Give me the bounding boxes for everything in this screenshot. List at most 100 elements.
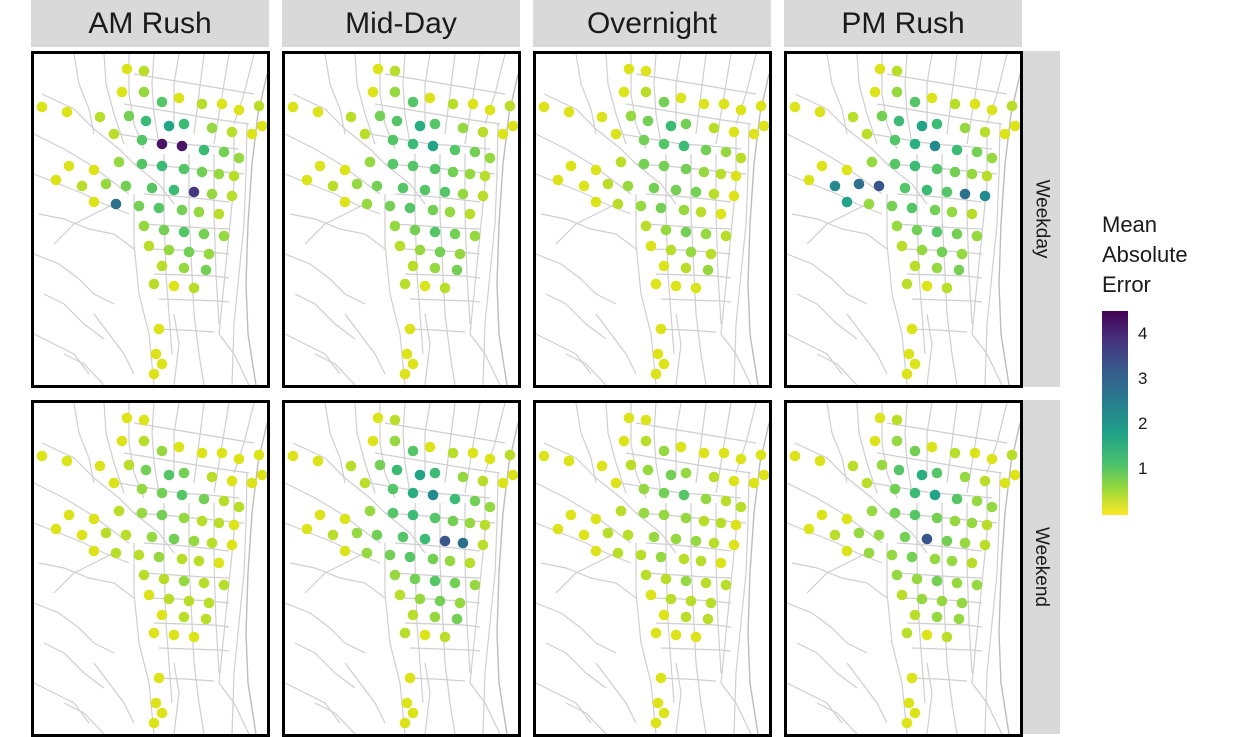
station-point xyxy=(728,475,740,487)
station-point xyxy=(755,100,767,112)
station-point xyxy=(138,414,150,426)
road-line xyxy=(213,503,220,674)
station-point xyxy=(869,86,881,98)
station-point xyxy=(728,126,740,138)
road-line xyxy=(806,203,868,245)
station-point xyxy=(999,477,1011,489)
station-point xyxy=(63,160,75,172)
station-point xyxy=(113,156,125,168)
station-point xyxy=(847,460,859,472)
road-line xyxy=(41,442,175,554)
station-point xyxy=(444,555,456,567)
station-point xyxy=(899,531,911,543)
map-panel xyxy=(282,51,521,388)
station-point xyxy=(427,553,439,565)
station-point xyxy=(399,278,411,290)
station-point xyxy=(176,140,188,152)
road-network xyxy=(34,54,267,385)
road-line xyxy=(595,662,637,724)
station-point xyxy=(507,469,518,481)
station-point xyxy=(399,717,411,729)
station-point xyxy=(427,204,439,216)
station-point xyxy=(397,531,409,543)
station-point xyxy=(959,471,971,483)
road-line xyxy=(63,702,105,734)
road-line xyxy=(153,622,230,628)
station-point xyxy=(153,672,165,684)
station-point xyxy=(680,575,692,587)
station-point xyxy=(946,555,958,567)
station-point xyxy=(136,134,148,146)
station-point xyxy=(906,323,918,335)
station-point xyxy=(407,160,419,172)
facet-strip-am-rush: AM Rush xyxy=(31,0,269,47)
road-line xyxy=(103,403,125,494)
road-line xyxy=(595,313,637,375)
station-point xyxy=(814,455,826,467)
road-line xyxy=(911,298,983,303)
road-line xyxy=(193,54,205,135)
station-point xyxy=(708,122,720,134)
station-point xyxy=(454,248,466,260)
station-point xyxy=(193,206,205,218)
road-line xyxy=(543,93,677,205)
station-point xyxy=(200,264,212,276)
facet-label: Weekend xyxy=(1031,527,1052,607)
station-point xyxy=(563,455,575,467)
road-line xyxy=(675,403,682,473)
station-point xyxy=(625,459,637,471)
station-point xyxy=(401,697,413,709)
station-point xyxy=(312,455,324,467)
station-point xyxy=(76,529,88,541)
station-point xyxy=(863,198,875,210)
road-line xyxy=(469,333,501,385)
station-point xyxy=(429,512,441,524)
station-point xyxy=(951,493,963,505)
station-point xyxy=(123,459,135,471)
station-point xyxy=(371,180,383,192)
station-point xyxy=(178,262,190,274)
road-line xyxy=(720,682,752,734)
station-point xyxy=(979,539,991,551)
map-svg xyxy=(787,54,1020,385)
station-point xyxy=(941,535,953,547)
road-line xyxy=(665,503,675,704)
station-point xyxy=(866,505,878,517)
coastline xyxy=(747,73,769,385)
station-point xyxy=(484,501,496,513)
station-point xyxy=(359,477,371,489)
station-point xyxy=(931,226,943,238)
station-point xyxy=(359,128,371,140)
station-point xyxy=(136,507,148,519)
station-point xyxy=(434,595,446,607)
legend-tick-label: 3 xyxy=(1138,369,1148,388)
station-point xyxy=(148,278,160,290)
station-point xyxy=(36,450,48,462)
station-point xyxy=(256,469,267,481)
road-line xyxy=(384,73,506,95)
station-point xyxy=(648,182,660,194)
station-point xyxy=(906,551,918,563)
station-point xyxy=(949,98,961,110)
road-line xyxy=(374,452,501,474)
station-point xyxy=(622,529,634,541)
road-line xyxy=(34,682,90,724)
station-point xyxy=(173,441,185,453)
road-line xyxy=(231,472,248,734)
road-line xyxy=(926,662,933,734)
station-point xyxy=(665,120,677,132)
station-point xyxy=(120,180,132,192)
station-point xyxy=(198,577,210,589)
station-point xyxy=(120,529,132,541)
station-point xyxy=(287,450,299,462)
road-line xyxy=(653,54,662,145)
station-point xyxy=(758,469,769,481)
road-line xyxy=(605,54,627,145)
station-point xyxy=(188,186,200,198)
station-point xyxy=(138,86,150,98)
station-point xyxy=(941,186,953,198)
station-point xyxy=(916,120,928,132)
road-line xyxy=(53,203,115,245)
station-point xyxy=(121,63,133,75)
station-point xyxy=(121,412,133,424)
